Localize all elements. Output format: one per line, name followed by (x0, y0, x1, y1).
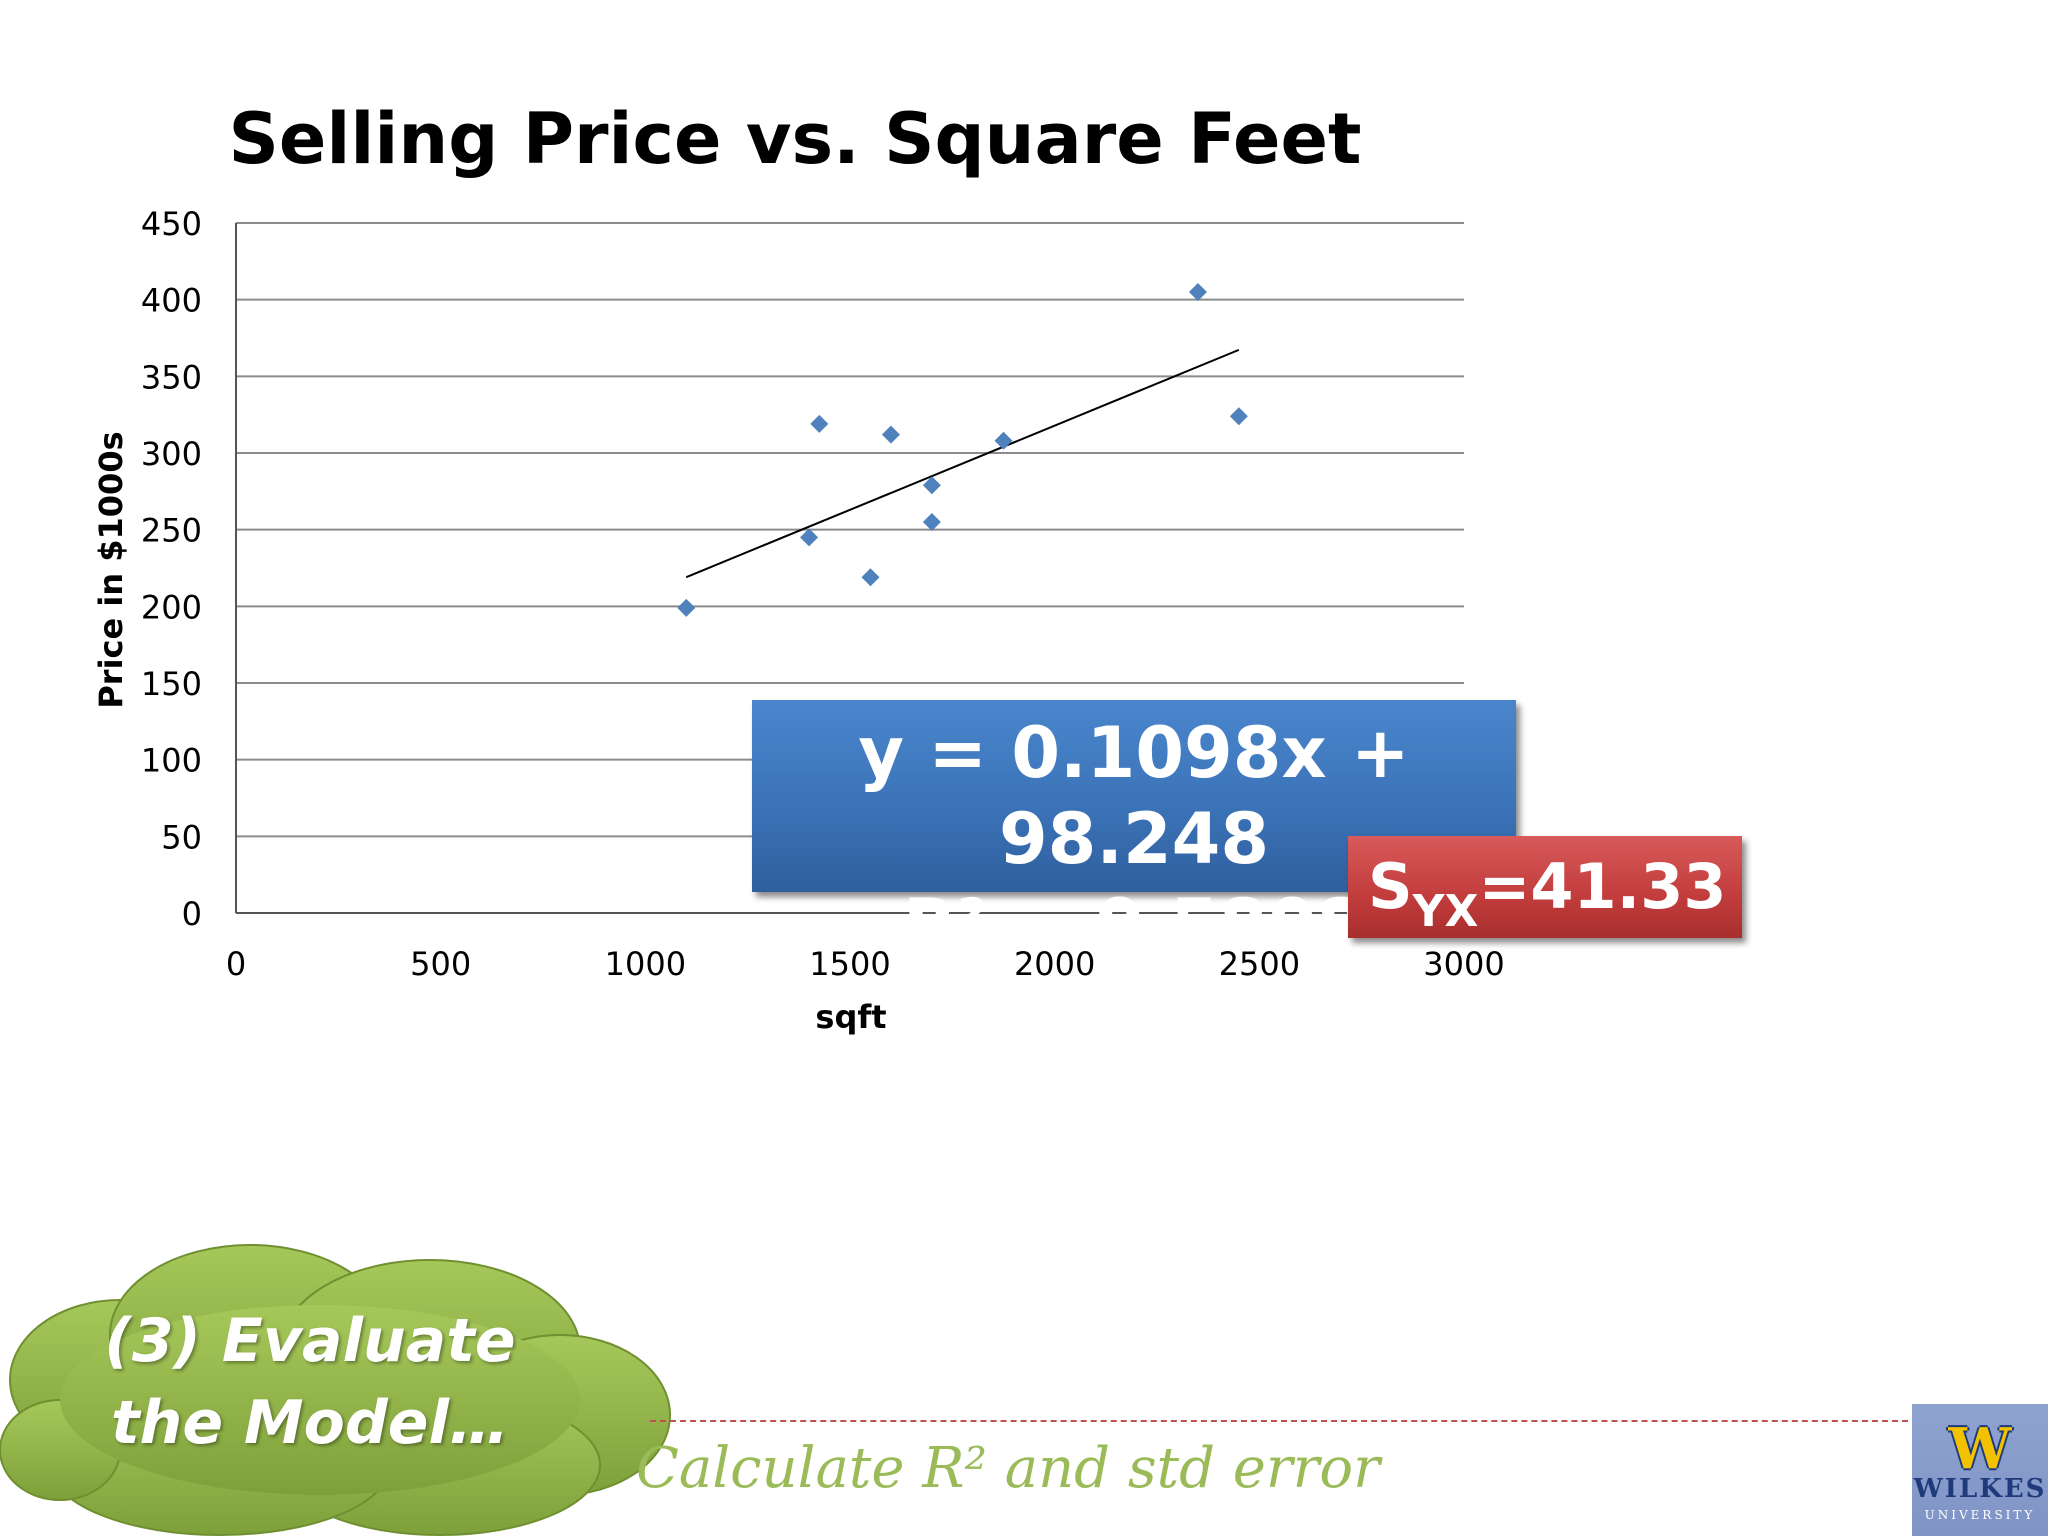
data-point-3 (810, 414, 829, 433)
cloud-line-2: the Model… (110, 1388, 510, 1458)
dashed-divider (650, 1420, 1918, 1422)
data-point-2 (800, 528, 819, 547)
r-squared: R² = 0.5808 (902, 884, 1366, 966)
x-axis-label: sqft (815, 998, 886, 1036)
y-tick-label: 0 (182, 895, 202, 933)
data-point-7 (922, 513, 941, 531)
data-point-6 (922, 476, 941, 495)
data-point-8 (994, 431, 1013, 450)
y-tick-label: 350 (141, 358, 202, 396)
logo-name: WILKES (1913, 1474, 2047, 1504)
data-point-1 (677, 598, 696, 617)
cloud-shape (0, 1244, 671, 1536)
footer-note: Calculate R² and std error (636, 1436, 1380, 1501)
y-tick-label: 450 (141, 205, 202, 243)
data-point-9 (1188, 283, 1207, 301)
x-tick-label: 0 (226, 945, 246, 983)
wilkes-logo: W WILKES UNIVERSITY (1912, 1404, 2048, 1536)
y-tick-label: 300 (141, 435, 202, 473)
logo-w-mark: W (1948, 1416, 2012, 1482)
y-tick-label: 100 (141, 742, 202, 780)
y-tick-label: 400 (141, 282, 202, 320)
y-tick-label: 200 (141, 588, 202, 626)
trendline-group (685, 348, 1240, 579)
logo-subtitle: UNIVERSITY (1924, 1508, 2036, 1522)
syx-value: =41.33 (1478, 850, 1727, 923)
x-tick-label: 3000 (1423, 945, 1504, 983)
data-point-10 (1229, 407, 1248, 426)
y-tick-label: 150 (141, 665, 202, 703)
syx-symbol: S (1368, 850, 1413, 923)
x-axis-ticks: 0 500 1000 1500 2000 2500 3000 (226, 945, 1505, 983)
x-tick-label: 2000 (1014, 945, 1095, 983)
data-points (677, 283, 1248, 617)
cloud-line-1: (3) Evaluate (104, 1306, 516, 1376)
std-error-box: SYX=41.33 (1348, 836, 1742, 938)
x-tick-label: 2500 (1219, 945, 1300, 983)
regression-equation: y = 0.1098x + 98.248 (858, 712, 1410, 880)
y-tick-label: 50 (161, 818, 202, 856)
y-tick-label: 250 (141, 512, 202, 550)
x-tick-label: 500 (410, 945, 471, 983)
syx-subscript: YX (1412, 886, 1479, 937)
data-point-5 (881, 425, 900, 444)
y-axis-ticks: 0 50 100 150 200 250 300 350 400 450 (141, 205, 202, 933)
x-tick-label: 1500 (809, 945, 890, 983)
y-axis-label: Price in $1000s (92, 431, 130, 708)
data-point-4 (861, 568, 880, 587)
cloud-text: (3) Evaluate the Model… (60, 1300, 560, 1464)
trendline (685, 348, 1240, 579)
chart-title: Selling Price vs. Square Feet (229, 98, 1362, 180)
x-tick-label: 1000 (605, 945, 686, 983)
step-cloud: (3) Evaluate the Model… (0, 1240, 680, 1536)
scatter-chart: Selling Price vs. Square Feet 0 50 100 150 2… (92, 98, 1505, 1036)
